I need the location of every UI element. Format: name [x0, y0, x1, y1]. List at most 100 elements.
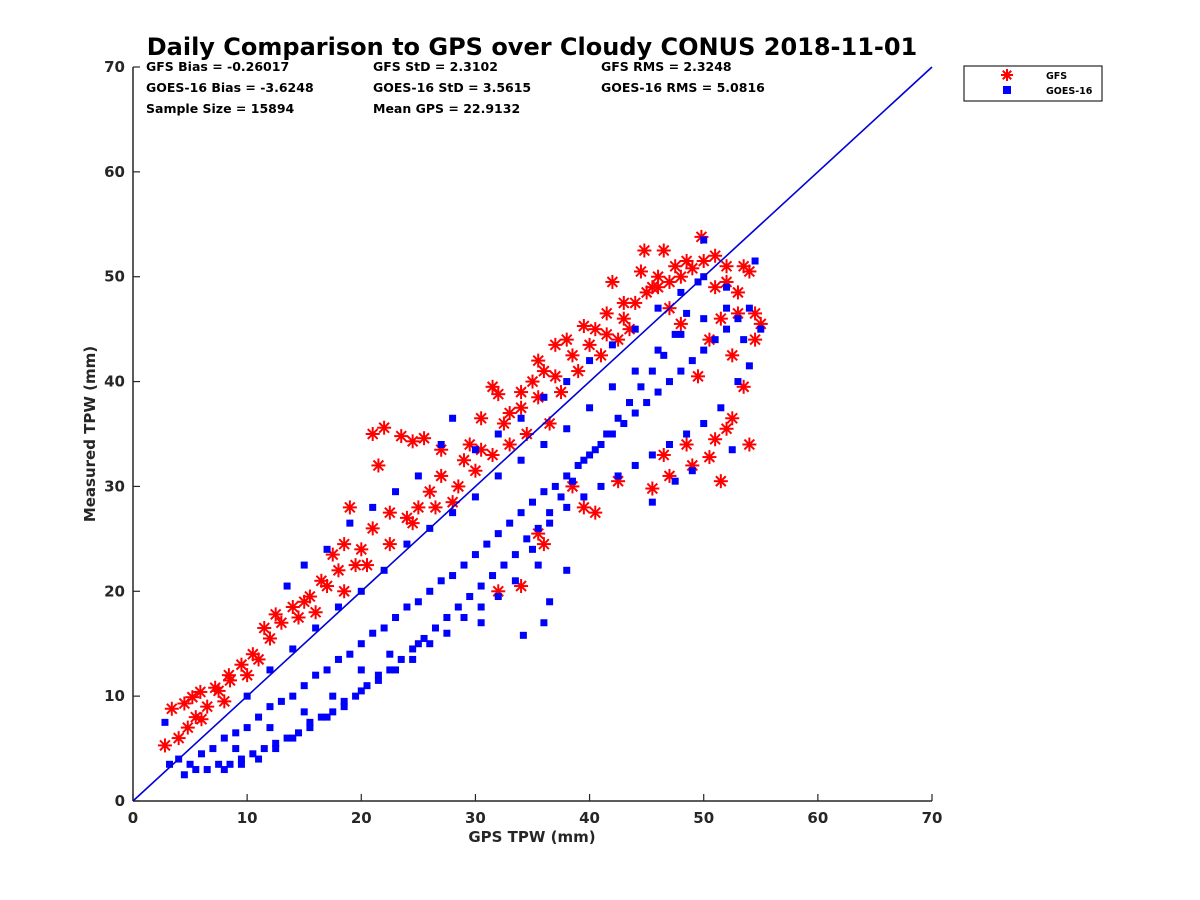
gfs-point	[422, 484, 437, 499]
gfs-point	[719, 259, 734, 274]
goes-point	[631, 367, 639, 375]
goes-point	[386, 666, 394, 674]
goes-point	[334, 655, 342, 663]
goes-point	[477, 603, 485, 611]
gfs-point	[565, 348, 580, 363]
goes-point	[437, 577, 445, 585]
goes-point	[283, 734, 291, 742]
goes-point	[568, 477, 576, 485]
gfs-point	[576, 500, 591, 515]
goes-point	[546, 509, 554, 517]
gfs-point	[713, 474, 728, 489]
axis-ticks: 0 10 20 30 40 50 60 70 0 10 20 30 40 50 60 70	[104, 58, 942, 827]
gfs-point	[502, 437, 517, 452]
goes-point	[745, 362, 753, 370]
y-axis-title: Measured TPW (mm)	[81, 346, 99, 522]
goes-point	[449, 572, 457, 580]
goes-point	[272, 745, 280, 753]
gfs-point	[656, 447, 671, 462]
gfs-point	[696, 253, 711, 268]
goes-point	[540, 393, 548, 401]
goes-point	[580, 493, 588, 501]
goes-point	[414, 640, 422, 648]
goes-point	[466, 593, 474, 601]
goes-point	[346, 519, 354, 527]
goes-point	[266, 666, 274, 674]
gfs-point	[171, 731, 186, 746]
y-tick-label: 20	[104, 582, 125, 600]
gfs-point	[371, 458, 386, 473]
goes-point	[614, 414, 622, 422]
stat-goes-rms: GOES-16 RMS = 5.0816	[601, 80, 765, 95]
goes-point	[745, 304, 753, 312]
goes-point	[688, 357, 696, 365]
gfs-point	[194, 712, 209, 727]
goes-point	[166, 760, 174, 768]
gfs-point	[651, 280, 666, 295]
goes-point	[660, 351, 668, 359]
y-tick-label: 40	[104, 373, 125, 391]
goes-point	[580, 456, 588, 464]
goes-point	[334, 603, 342, 611]
gfs-point	[474, 411, 489, 426]
goes-point	[237, 760, 245, 768]
goes-point	[723, 304, 731, 312]
goes-point	[272, 739, 280, 747]
gfs-point	[308, 605, 323, 620]
goes-point	[255, 713, 263, 721]
goes-point	[723, 325, 731, 333]
goes-point	[329, 692, 337, 700]
goes-point	[494, 472, 502, 480]
gfs-point	[365, 521, 380, 536]
goes-point	[477, 582, 485, 590]
goes-point	[197, 750, 205, 758]
goes-point	[586, 404, 594, 412]
goes-point	[654, 346, 662, 354]
gfs-point	[200, 699, 215, 714]
gfs-point	[637, 243, 652, 258]
gfs-point	[748, 332, 763, 347]
goes-point	[563, 472, 571, 480]
gfs-point	[382, 505, 397, 520]
goes-point	[700, 315, 708, 323]
y-tick-label: 30	[104, 477, 125, 495]
gfs-point	[491, 387, 506, 402]
goes-point	[392, 614, 400, 621]
gfs-point	[536, 364, 551, 379]
goes-point	[186, 760, 194, 768]
goes-point	[409, 645, 417, 653]
gfs-point	[485, 379, 500, 394]
goes-point	[654, 304, 662, 312]
goes-point	[529, 498, 536, 506]
gfs-point	[616, 311, 631, 326]
goes-point	[266, 724, 274, 732]
goes-point	[277, 697, 285, 705]
goes-point	[597, 482, 605, 490]
goes-point	[323, 713, 331, 721]
goes-point	[734, 378, 742, 386]
goes-point	[180, 771, 188, 779]
goes-point	[317, 713, 325, 721]
goes-point	[546, 519, 554, 527]
goes-point	[454, 603, 462, 611]
data-points	[157, 229, 768, 779]
gfs-point	[405, 434, 420, 449]
x-tick-label: 20	[351, 809, 372, 827]
goes-point	[243, 724, 251, 732]
x-tick-label: 50	[693, 809, 714, 827]
goes-point	[751, 257, 759, 265]
gfs-point	[645, 481, 660, 496]
goes-point	[397, 655, 405, 663]
goes-point	[340, 697, 348, 705]
gfs-point	[679, 437, 694, 452]
goes-point	[260, 745, 268, 753]
goes-point	[608, 341, 616, 349]
gfs-point	[185, 690, 200, 705]
goes-point	[329, 708, 337, 716]
gfs-point	[531, 353, 546, 368]
goes-point	[477, 619, 485, 627]
gfs-point	[702, 450, 717, 465]
y-tick-label: 60	[104, 163, 125, 181]
goes-point	[312, 624, 320, 632]
x-tick-label: 40	[579, 809, 600, 827]
